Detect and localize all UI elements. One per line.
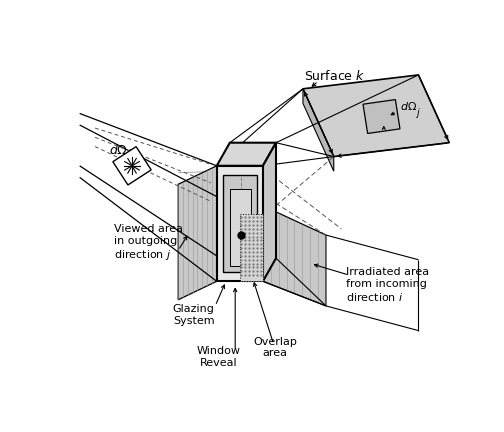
Polygon shape	[263, 206, 326, 306]
Polygon shape	[263, 143, 276, 281]
Polygon shape	[240, 213, 263, 281]
Polygon shape	[217, 143, 276, 166]
Polygon shape	[178, 166, 217, 300]
Text: Surface $k$: Surface $k$	[304, 69, 366, 83]
Text: $i$: $i$	[128, 147, 132, 159]
Text: Window
Reveal: Window Reveal	[196, 346, 240, 368]
Text: $d\Omega$: $d\Omega$	[400, 100, 417, 111]
Text: $j$: $j$	[415, 106, 421, 120]
Polygon shape	[303, 75, 449, 156]
Text: $d\Omega$: $d\Omega$	[109, 143, 128, 157]
Text: Irradiated area
from incoming
direction $i$: Irradiated area from incoming direction …	[346, 267, 429, 303]
Polygon shape	[217, 166, 263, 281]
Text: Viewed area
in outgoing
direction $j$: Viewed area in outgoing direction $j$	[113, 224, 182, 262]
Text: Glazing
System: Glazing System	[173, 305, 215, 326]
Polygon shape	[303, 89, 334, 171]
Polygon shape	[113, 146, 151, 185]
Polygon shape	[363, 100, 400, 133]
Text: Overlap
area: Overlap area	[254, 337, 297, 358]
Polygon shape	[230, 189, 250, 266]
Polygon shape	[223, 175, 257, 272]
